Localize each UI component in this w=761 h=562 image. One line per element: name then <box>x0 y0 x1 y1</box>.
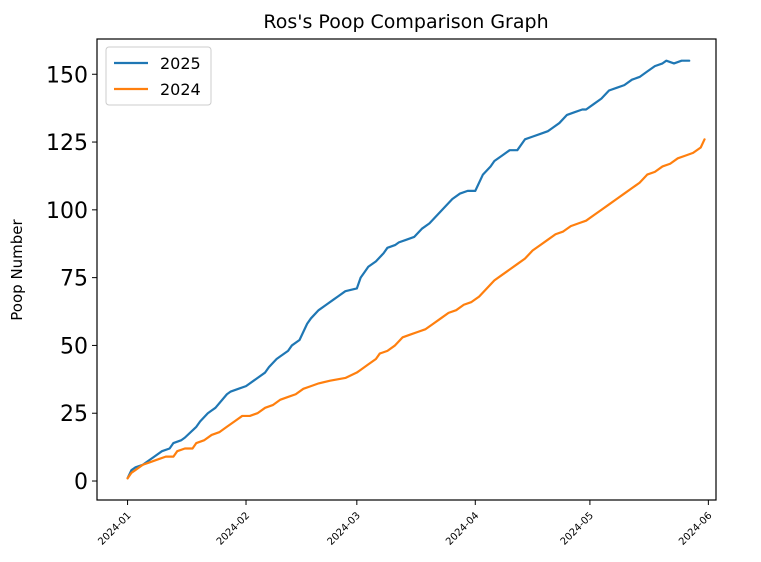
x-tick-label: 2024-01 <box>96 510 133 547</box>
x-tick-label: 2024-04 <box>444 510 481 547</box>
legend-label-2025: 2025 <box>160 54 201 73</box>
y-axis-label: Poop Number <box>8 218 26 320</box>
y-tick-label: 75 <box>60 267 88 292</box>
legend: 2025 2024 <box>105 46 212 106</box>
x-tick-label: 2024-02 <box>215 510 252 547</box>
legend-label-2024: 2024 <box>160 80 201 99</box>
series-line-2025 <box>126 59 691 480</box>
axes-frame <box>96 38 717 501</box>
chart-title: Ros's Poop Comparison Graph <box>263 11 548 33</box>
y-tick-label: 50 <box>60 334 88 359</box>
x-tick-label: 2024-03 <box>326 510 363 547</box>
series-line-2024 <box>126 138 706 480</box>
y-tick-label: 0 <box>74 470 88 495</box>
y-tick-label: 25 <box>60 402 88 427</box>
y-tick-label: 100 <box>46 199 88 224</box>
x-tick-label: 2024-05 <box>559 510 596 547</box>
legend-box <box>105 46 212 106</box>
plot-area <box>126 59 706 480</box>
x-tick-label: 2024-06 <box>677 510 714 547</box>
axes: 0 25 50 75 100 125 150 2024-01 2024-02 2024-03 202… <box>46 38 717 548</box>
y-tick-label: 150 <box>46 63 88 88</box>
y-tick-label: 125 <box>46 131 88 156</box>
